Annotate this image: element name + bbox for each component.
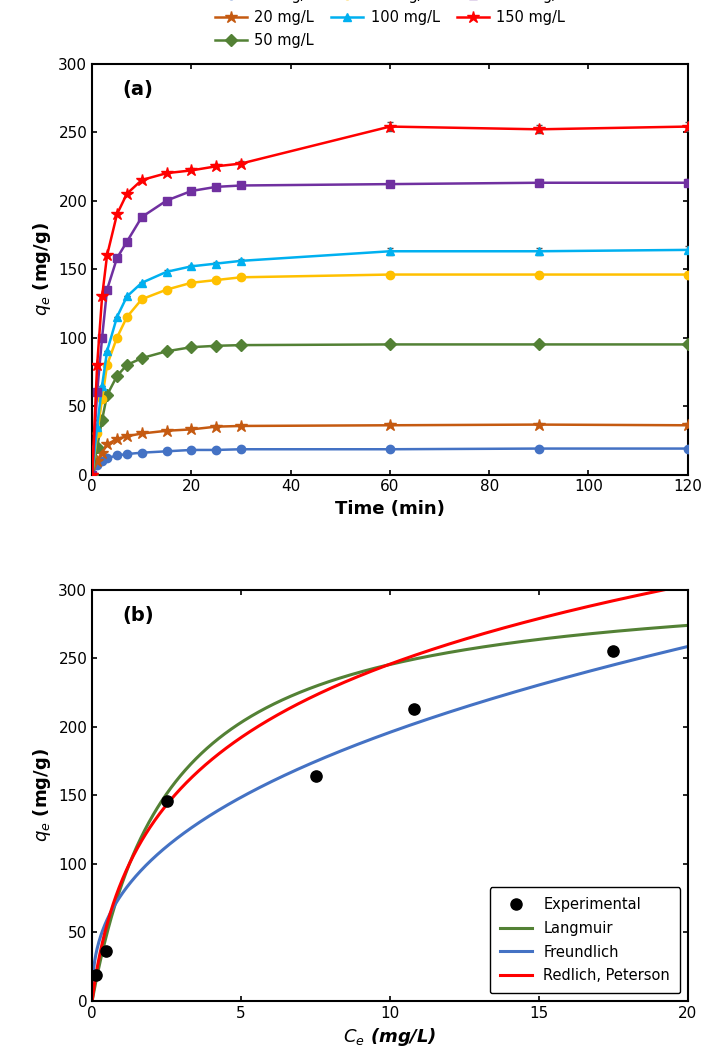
Legend: Experimental, Langmuir, Freundlich, Redlich, Peterson: Experimental, Langmuir, Freundlich, Redl… [489,886,681,993]
X-axis label: $C_e$ (mg/L): $C_e$ (mg/L) [343,1026,437,1048]
Freundlich [683,641,692,653]
Freundlich [329,748,337,760]
Redlich, Peterson [552,608,561,621]
Text: (b): (b) [122,606,154,625]
Redlich, Peterson [350,671,359,684]
Redlich, Peterson [149,816,157,829]
Freundlich [552,674,561,686]
Freundlich [88,982,96,994]
Experimental [608,643,619,660]
Experimental [100,943,111,959]
Legend: 10 mg/L, 20 mg/L, 50 mg/L, 80 mg/L, 100 mg/L, 120 mg/L, 150 mg/L: 10 mg/L, 20 mg/L, 50 mg/L, 80 mg/L, 100 … [210,0,570,52]
Redlich, Peterson [683,578,692,591]
Langmuir [563,630,571,643]
Langmuir [149,809,157,822]
Y-axis label: $q_e$ (mg/g): $q_e$ (mg/g) [30,749,52,842]
Redlich, Peterson [88,993,96,1006]
Langmuir [88,993,96,1006]
Langmuir [329,674,337,686]
Langmuir [552,631,561,644]
Experimental [310,768,321,785]
Experimental [90,966,101,983]
Freundlich [563,670,571,683]
Line: Redlich, Peterson: Redlich, Peterson [92,585,688,1000]
Y-axis label: $q_e$ (mg/g): $q_e$ (mg/g) [30,222,52,316]
Redlich, Peterson [329,681,337,694]
Freundlich [497,689,506,702]
Line: Freundlich: Freundlich [92,647,688,988]
Langmuir [497,638,506,650]
Experimental [408,700,420,717]
Line: Langmuir: Langmuir [92,626,688,1000]
Text: (a): (a) [122,80,153,98]
Redlich, Peterson [497,623,506,635]
Langmuir [683,620,692,632]
Experimental [161,792,172,809]
Freundlich [350,739,359,752]
X-axis label: Time (min): Time (min) [335,500,445,518]
Freundlich [149,852,157,865]
Redlich, Peterson [563,605,571,617]
Langmuir [350,667,359,680]
